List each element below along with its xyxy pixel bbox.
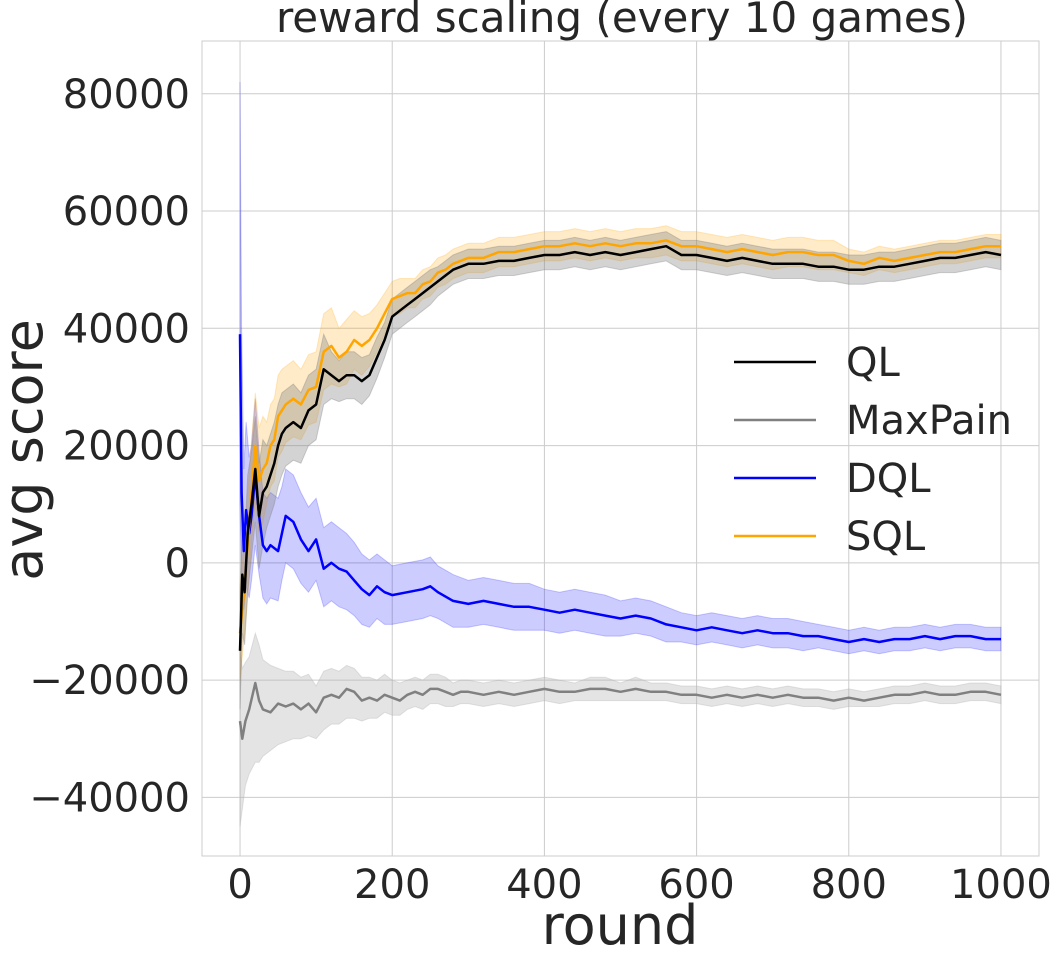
legend: QL MaxPain DQL SQL [734,340,1012,560]
plot-frame [201,40,1040,857]
legend-label-maxpain: MaxPain [846,398,1012,444]
x-tick-label: 1000 [950,862,1051,908]
maxpain-confidence-band [239,631,1002,827]
confidence-bands [239,81,1002,827]
y-tick-label: −20000 [29,658,190,704]
ql-series-line [238,244,1002,651]
dql-series-line [238,334,1001,644]
legend-label-sql: SQL [846,514,926,560]
x-tick-label: 0 [227,862,252,908]
x-tick-labels: 0 200 400 600 800 1000 [227,862,1051,908]
y-tick-label: 0 [165,541,190,587]
chart-title: reward scaling (every 10 games) [276,0,968,42]
grid [202,41,1039,856]
sql-series-line [238,239,1001,634]
maxpain-series-line [238,681,1002,740]
x-tick-label: 800 [811,862,887,908]
legend-label-dql: DQL [846,456,931,502]
y-tick-label: −40000 [29,775,190,821]
x-axis-label: round [542,894,699,957]
y-tick-label: 40000 [63,306,190,352]
y-axis-label: avg score [0,319,55,581]
legend-label-ql: QL [846,340,900,386]
y-tick-labels: −40000 −20000 0 20000 40000 60000 80000 [29,72,190,822]
x-tick-label: 200 [354,862,430,908]
dql-confidence-band [239,81,1002,655]
y-tick-label: 80000 [63,72,190,118]
y-tick-label: 20000 [63,424,190,470]
series-lines [238,239,1002,740]
ql-confidence-band [239,231,1002,710]
y-tick-label: 60000 [63,189,190,235]
sql-confidence-band [239,225,1002,681]
x-tick-label: 600 [658,862,734,908]
x-tick-label: 400 [506,862,582,908]
